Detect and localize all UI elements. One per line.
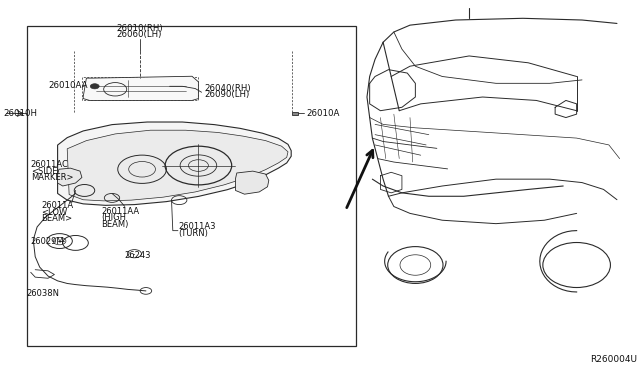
Text: BEAM>: BEAM> [42,214,73,223]
Text: 26090(LH): 26090(LH) [205,90,250,99]
Text: 26243: 26243 [125,251,151,260]
Bar [27,26,356,346]
Text: 26029M: 26029M [31,237,65,246]
Polygon shape [236,171,269,194]
Text: 26010(RH): 26010(RH) [116,24,163,33]
Polygon shape [67,130,288,201]
Text: 26011A3: 26011A3 [178,222,216,231]
Bar [292,112,298,115]
Text: (HIGH: (HIGH [101,214,126,222]
Polygon shape [58,122,291,205]
Text: 26011AA: 26011AA [101,207,140,216]
Text: <SIDE: <SIDE [31,167,57,176]
Text: 26040(RH): 26040(RH) [205,84,252,93]
Text: R260004U: R260004U [590,355,637,364]
Text: (TURN): (TURN) [178,229,208,238]
Polygon shape [83,76,198,100]
Text: 26010AA: 26010AA [48,81,88,90]
Polygon shape [58,168,82,186]
Text: 26011AC: 26011AC [31,160,68,169]
Text: 26010A: 26010A [306,109,339,118]
Text: 26060(LH): 26060(LH) [117,30,162,39]
Text: MARKER>: MARKER> [31,173,73,182]
Text: <LOW: <LOW [42,208,68,217]
Circle shape [90,84,99,89]
Text: 26011A: 26011A [42,201,74,210]
Text: 26038N: 26038N [27,289,60,298]
Text: BEAM): BEAM) [101,220,129,229]
Text: 26010H: 26010H [3,109,37,118]
